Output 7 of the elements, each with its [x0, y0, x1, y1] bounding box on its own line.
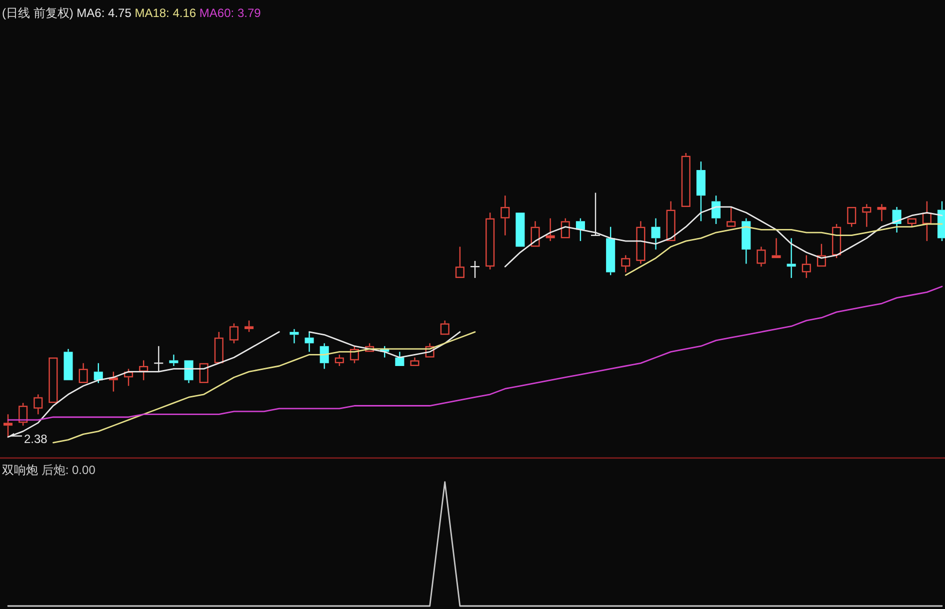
- annotation: 2.38: [24, 432, 48, 446]
- text: MA60: 3.79: [199, 6, 262, 20]
- text: 后炮: 0.00: [41, 463, 96, 477]
- text: MA18: 4.16: [134, 6, 200, 20]
- text: MA6: 4.75: [76, 6, 135, 20]
- chart-title: 双响炮: [2, 463, 42, 477]
- chart-title: (日线 前复权): [2, 6, 77, 20]
